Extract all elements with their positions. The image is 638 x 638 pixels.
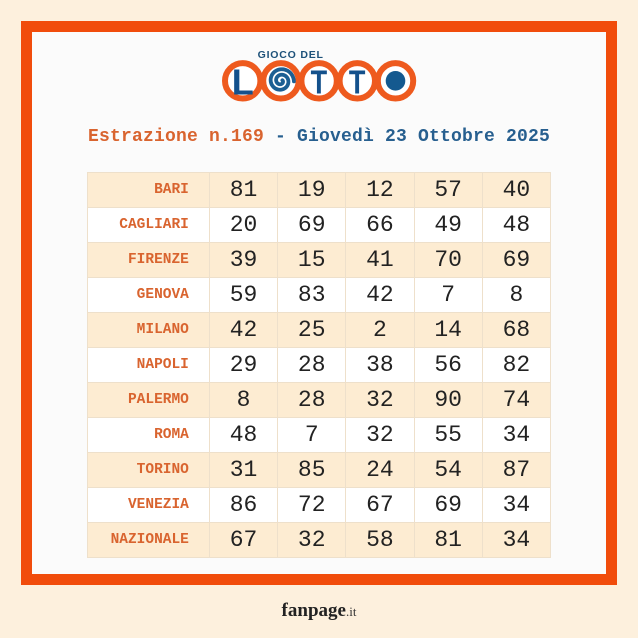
svg-text:L: L — [232, 62, 254, 103]
svg-text:T: T — [349, 65, 366, 101]
svg-text:T: T — [311, 65, 328, 101]
svg-text:GIOCO DEL: GIOCO DEL — [258, 49, 324, 61]
